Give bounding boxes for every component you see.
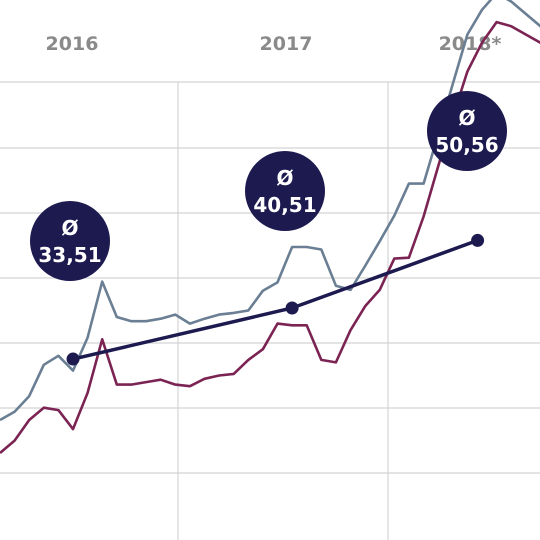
year-label-0: 2016: [46, 33, 99, 55]
average-trend-line: [72, 238, 479, 361]
average-badge-0: Ø 33,51: [30, 201, 110, 281]
series-line-0: [0, 0, 540, 422]
average-value: 33,51: [38, 243, 101, 267]
average-badge-circle: [427, 91, 507, 171]
year-label-1: 2017: [260, 33, 313, 55]
average-markers: Ø 33,51 Ø 40,51 Ø 50,56: [30, 91, 507, 366]
average-symbol: Ø: [458, 106, 475, 130]
series-line-1: [0, 20, 540, 454]
average-symbol: Ø: [61, 216, 78, 240]
average-symbol: Ø: [276, 166, 293, 190]
average-badge-circle: [245, 151, 325, 231]
average-point-2: [471, 233, 485, 247]
year-label-2: 2018*: [439, 33, 502, 55]
average-value: 40,51: [253, 193, 316, 217]
average-value: 50,56: [435, 133, 498, 157]
average-badge-1: Ø 40,51: [245, 151, 325, 231]
series-lines: [0, 0, 540, 454]
year-labels: 2016 2017 2018*: [46, 33, 502, 55]
average-point-1: [285, 301, 299, 315]
average-badge-2: Ø 50,56: [427, 91, 507, 171]
average-badge-circle: [30, 201, 110, 281]
average-point-0: [66, 352, 80, 366]
